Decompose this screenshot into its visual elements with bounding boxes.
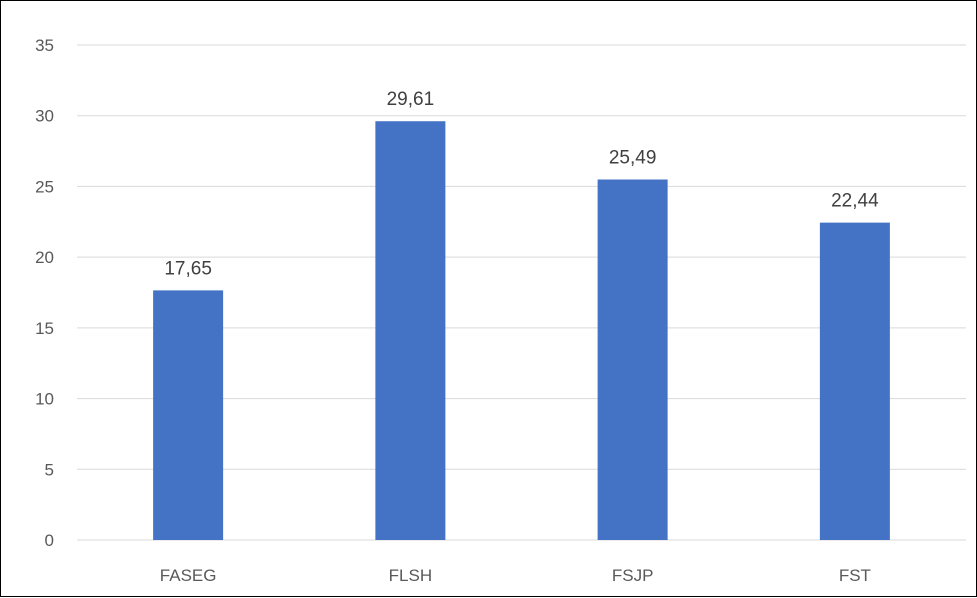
x-category-label: FASEG bbox=[160, 566, 217, 585]
data-label: 22,44 bbox=[831, 191, 879, 212]
y-tick-label: 35 bbox=[35, 36, 54, 55]
y-tick-label: 30 bbox=[35, 107, 54, 126]
y-tick-label: 0 bbox=[45, 531, 54, 550]
bar bbox=[819, 222, 890, 541]
x-category-label: FST bbox=[839, 566, 871, 585]
y-tick-label: 15 bbox=[35, 319, 54, 338]
data-label: 25,49 bbox=[609, 147, 657, 168]
bar bbox=[153, 290, 224, 540]
y-tick-label: 25 bbox=[35, 177, 54, 196]
bar bbox=[597, 179, 668, 540]
data-label: 17,65 bbox=[164, 258, 212, 279]
data-label: 29,61 bbox=[387, 89, 435, 110]
y-tick-label: 5 bbox=[45, 460, 54, 479]
x-category-label: FSJP bbox=[612, 566, 654, 585]
y-tick-label: 20 bbox=[35, 248, 54, 267]
y-tick-label: 10 bbox=[35, 390, 54, 409]
x-category-label: FLSH bbox=[389, 566, 432, 585]
bar bbox=[375, 121, 446, 540]
